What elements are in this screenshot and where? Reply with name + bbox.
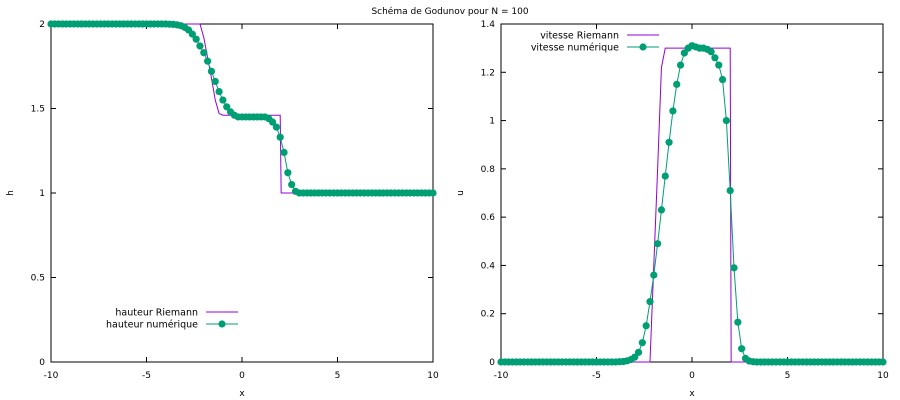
plot-u-series-numeric-point bbox=[707, 48, 715, 56]
plot-u-series-numeric-point bbox=[673, 80, 681, 88]
plot-h-series-numeric-point bbox=[207, 67, 216, 75]
plot-u-series-numeric-point bbox=[711, 54, 719, 62]
plot-h-legend-riemann-label: hauteur Riemann bbox=[115, 308, 198, 319]
plot-u-series-numeric-point bbox=[650, 271, 658, 279]
plot-u-x-tick-label: 0 bbox=[689, 371, 695, 381]
plot-h-series-numeric-point bbox=[268, 118, 277, 126]
plot-u-y-tick-label: 0.8 bbox=[481, 165, 496, 175]
plot-u-series-numeric-point bbox=[680, 49, 688, 57]
plot-u-x-tick-label: -10 bbox=[494, 371, 509, 381]
figure-title: Schéma de Godunov pour N = 100 bbox=[371, 6, 528, 17]
plot-u-y-tick-label: 0.6 bbox=[481, 213, 496, 223]
plot-u-series-numeric-point bbox=[730, 264, 738, 272]
plot-h-series-numeric-point bbox=[204, 57, 212, 65]
plot-h-x-tick-label: -10 bbox=[44, 371, 59, 381]
plot-h-y-tick-label: 0.5 bbox=[31, 274, 45, 284]
plot-h-series-numeric-point bbox=[196, 42, 204, 50]
plot-h-series-numeric-point bbox=[192, 35, 200, 43]
plot-h-x-tick-label: 5 bbox=[335, 371, 341, 381]
plot-h-y-tick-label: 1 bbox=[39, 189, 45, 199]
plot-u-series-numeric-point bbox=[665, 138, 673, 146]
plot-u-series-numeric-point bbox=[676, 61, 685, 69]
plot-u-y-tick-label: 1.2 bbox=[481, 68, 495, 78]
plot-u-series-numeric-point bbox=[738, 345, 746, 353]
plot-h-series-numeric-point bbox=[272, 123, 280, 131]
plot-u-series-numeric-point bbox=[631, 353, 639, 361]
plot-h-legend-numeric-marker bbox=[218, 320, 226, 328]
plot-u-legend-numeric-marker bbox=[639, 43, 647, 51]
plot-u-series-numeric-point bbox=[654, 240, 662, 248]
plot-u-series-numeric-point bbox=[646, 298, 654, 306]
plot-h-series-numeric-point bbox=[211, 77, 219, 86]
plot-u-x-axis-label: x bbox=[689, 389, 695, 399]
plot-u-y-tick-label: 0.2 bbox=[481, 310, 495, 320]
plot-u-y-tick-label: 1 bbox=[489, 117, 495, 127]
plot-u-series-riemann-line bbox=[501, 47, 883, 363]
plot-h-x-axis-label: x bbox=[239, 389, 245, 399]
plot-u-series-numeric-point bbox=[879, 358, 887, 366]
plot-u-series-numeric-point bbox=[638, 339, 646, 347]
plot-h-series-numeric-point bbox=[429, 189, 437, 197]
plot-h-series-numeric-point bbox=[223, 103, 231, 111]
plot-h-series-numeric-point bbox=[200, 49, 208, 57]
plot-h-x-tick-label: -5 bbox=[142, 371, 151, 381]
plot-h-series-numeric-point bbox=[280, 148, 288, 157]
plot-h-x-tick-label: 0 bbox=[239, 371, 245, 381]
plot-h-series-numeric-point bbox=[188, 30, 196, 38]
plot-u-series-numeric-point bbox=[718, 75, 727, 84]
plot-u-series-numeric-point bbox=[726, 186, 734, 195]
plot-u-series-numeric-point bbox=[734, 318, 742, 326]
plot-h-series-numeric-point bbox=[288, 180, 296, 189]
plot-u-legend-numeric-label: vitesse numérique bbox=[531, 43, 619, 54]
plot-h-series-riemann-line bbox=[51, 23, 433, 194]
plot-u-x-tick-label: 10 bbox=[877, 371, 889, 381]
plot-u-series-numeric-point bbox=[661, 172, 669, 180]
plot-u-series-numeric-point bbox=[634, 348, 643, 356]
plot-h-y-axis-label: h bbox=[6, 190, 16, 196]
plot-h-series-numeric-point bbox=[276, 133, 284, 141]
plot-u-series-numeric-point bbox=[642, 322, 650, 330]
plot-h-panel: -10 -5 0 5 10 0 0.5 1 1.5 2 x h hauteur Riemannhaute… bbox=[6, 20, 439, 399]
plot-u-series-numeric-line bbox=[501, 45, 883, 363]
plot-u-y-tick-label: 1.4 bbox=[481, 20, 496, 30]
plot-u-series-numeric-point bbox=[657, 206, 666, 214]
plot-u-x-tick-label: 5 bbox=[785, 371, 791, 381]
plot-u-series-numeric-point bbox=[722, 116, 730, 125]
plot-u-y-tick-label: 0 bbox=[489, 358, 495, 368]
plot-h-series-numeric-point bbox=[219, 96, 227, 104]
plot-u-y-tick-label: 0.4 bbox=[481, 261, 496, 271]
plot-h-x-tick-label: 10 bbox=[427, 371, 439, 381]
plot-h-legend-numeric-label: hauteur numérique bbox=[106, 320, 198, 331]
plot-h-series-numeric-point bbox=[284, 169, 292, 177]
plot-u-y-axis-label: u bbox=[456, 190, 466, 196]
plot-h-y-tick-label: 0 bbox=[39, 358, 45, 368]
plot-h-y-tick-label: 1.5 bbox=[31, 105, 45, 115]
plot-h-series-numeric-point bbox=[215, 88, 223, 96]
plot-u-x-tick-label: -5 bbox=[592, 371, 601, 381]
plot-h-series-numeric-line bbox=[51, 23, 433, 194]
plot-u-series-numeric-point bbox=[715, 61, 723, 69]
plot-u-legend-riemann-label: vitesse Riemann bbox=[540, 31, 619, 42]
plot-u-frame bbox=[500, 23, 884, 363]
plot-u-series-numeric-point bbox=[669, 107, 677, 115]
plot-h-y-tick-label: 2 bbox=[39, 20, 45, 30]
plot-u-panel: -10 -5 0 5 10 0 0.2 0.4 0.6 0.8 1 1.2 1.4 x u vitesse R… bbox=[456, 20, 889, 399]
